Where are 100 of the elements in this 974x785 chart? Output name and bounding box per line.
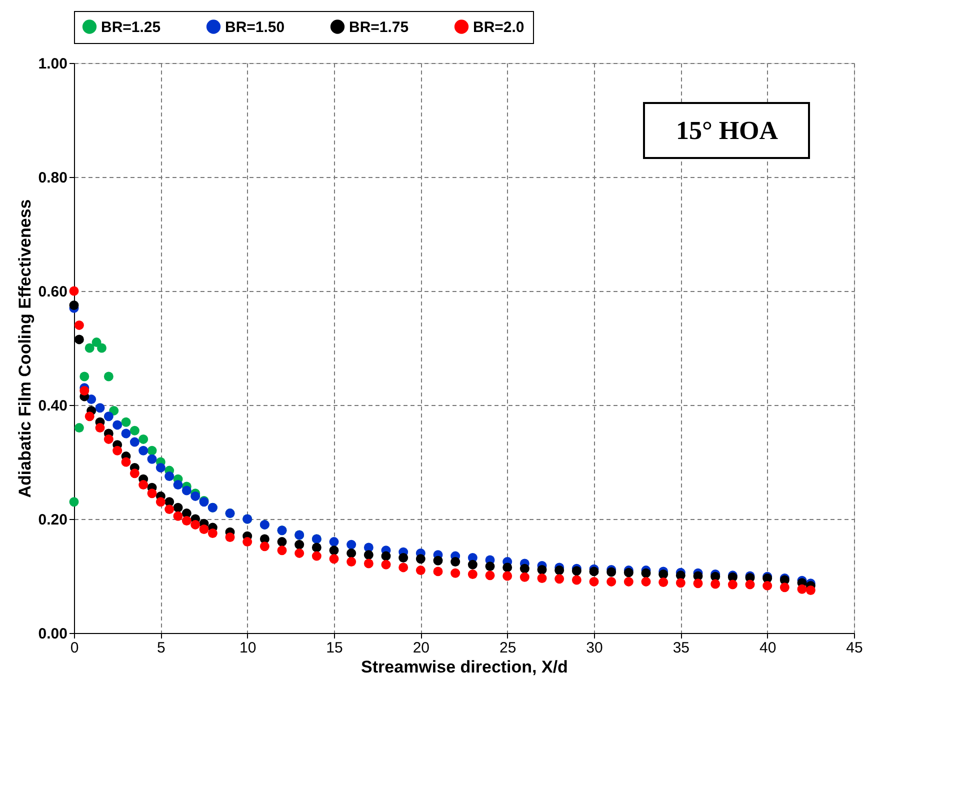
point <box>121 457 131 467</box>
point <box>84 343 94 353</box>
x-tick-label: 40 <box>759 640 776 656</box>
legend-label: BR=2.0 <box>473 18 524 36</box>
point <box>364 558 374 568</box>
point <box>156 462 166 472</box>
point <box>199 524 209 534</box>
point <box>398 562 408 572</box>
point <box>537 564 547 574</box>
point <box>329 537 339 547</box>
point <box>745 580 755 590</box>
point <box>277 537 287 547</box>
point <box>147 446 157 456</box>
point <box>606 567 616 577</box>
point <box>606 576 616 586</box>
point <box>485 562 495 572</box>
point <box>130 437 140 447</box>
point <box>520 572 530 582</box>
point <box>312 551 322 561</box>
point <box>641 568 651 578</box>
point <box>80 386 90 396</box>
point <box>138 434 148 444</box>
point <box>346 540 356 550</box>
point <box>104 372 114 382</box>
point <box>147 488 157 498</box>
point <box>312 542 322 552</box>
point <box>416 566 426 576</box>
y-tick-label: 0.40 <box>38 398 68 414</box>
point <box>502 571 512 581</box>
point <box>173 502 183 512</box>
point <box>676 578 686 588</box>
point <box>641 576 651 586</box>
point <box>589 566 599 576</box>
point <box>80 372 90 382</box>
point <box>762 580 772 590</box>
point <box>381 560 391 570</box>
point <box>693 578 703 588</box>
point <box>138 480 148 490</box>
point <box>554 566 564 576</box>
point <box>182 486 192 496</box>
point <box>329 546 339 556</box>
point <box>190 491 200 501</box>
point <box>74 334 84 344</box>
point <box>95 403 105 413</box>
point <box>710 579 720 589</box>
point <box>450 557 460 566</box>
point <box>329 554 339 564</box>
x-tick-label: 45 <box>846 640 863 656</box>
point <box>780 582 790 592</box>
point <box>364 550 374 560</box>
point <box>173 480 183 490</box>
point <box>74 423 84 433</box>
x-tick-label: 0 <box>70 640 79 656</box>
point <box>416 554 426 564</box>
point <box>537 574 547 584</box>
point <box>468 560 478 570</box>
point <box>104 412 114 422</box>
point <box>156 497 166 507</box>
point <box>554 574 564 584</box>
point <box>468 570 478 580</box>
point <box>74 320 84 330</box>
y-axis-title: Adiabatic Film Cooling Effectiveness <box>15 199 34 498</box>
x-tick-label: 5 <box>156 640 166 656</box>
point <box>84 412 94 422</box>
x-tick-label: 30 <box>586 640 603 656</box>
point <box>130 468 140 478</box>
y-tick-label: 0.80 <box>38 170 68 186</box>
point <box>624 576 634 586</box>
point <box>208 528 218 538</box>
point <box>433 556 443 566</box>
point <box>112 446 122 456</box>
point <box>346 548 356 558</box>
legend-label: BR=1.50 <box>225 18 285 36</box>
legend-label: BR=1.25 <box>101 18 161 36</box>
point <box>797 584 807 594</box>
point <box>658 570 668 580</box>
point <box>69 286 79 296</box>
legend-label: BR=1.75 <box>349 18 409 36</box>
point <box>95 423 105 433</box>
point <box>138 446 148 456</box>
point <box>190 520 200 530</box>
point <box>502 562 512 572</box>
point <box>728 580 738 590</box>
x-tick-label: 15 <box>326 640 343 656</box>
point <box>589 576 599 586</box>
point <box>96 343 106 353</box>
y-tick-label: 1.00 <box>38 56 68 72</box>
point <box>112 420 122 430</box>
annotation: 15° HOA <box>676 116 778 145</box>
point <box>69 300 79 310</box>
point <box>164 472 174 481</box>
point <box>104 434 114 444</box>
point <box>658 578 668 588</box>
point <box>182 516 192 526</box>
point <box>69 497 79 507</box>
point <box>173 511 183 521</box>
x-tick-label: 20 <box>412 640 430 656</box>
y-tick-label: 0.20 <box>38 512 68 528</box>
point <box>381 551 391 561</box>
y-tick-label: 0.00 <box>38 626 68 642</box>
